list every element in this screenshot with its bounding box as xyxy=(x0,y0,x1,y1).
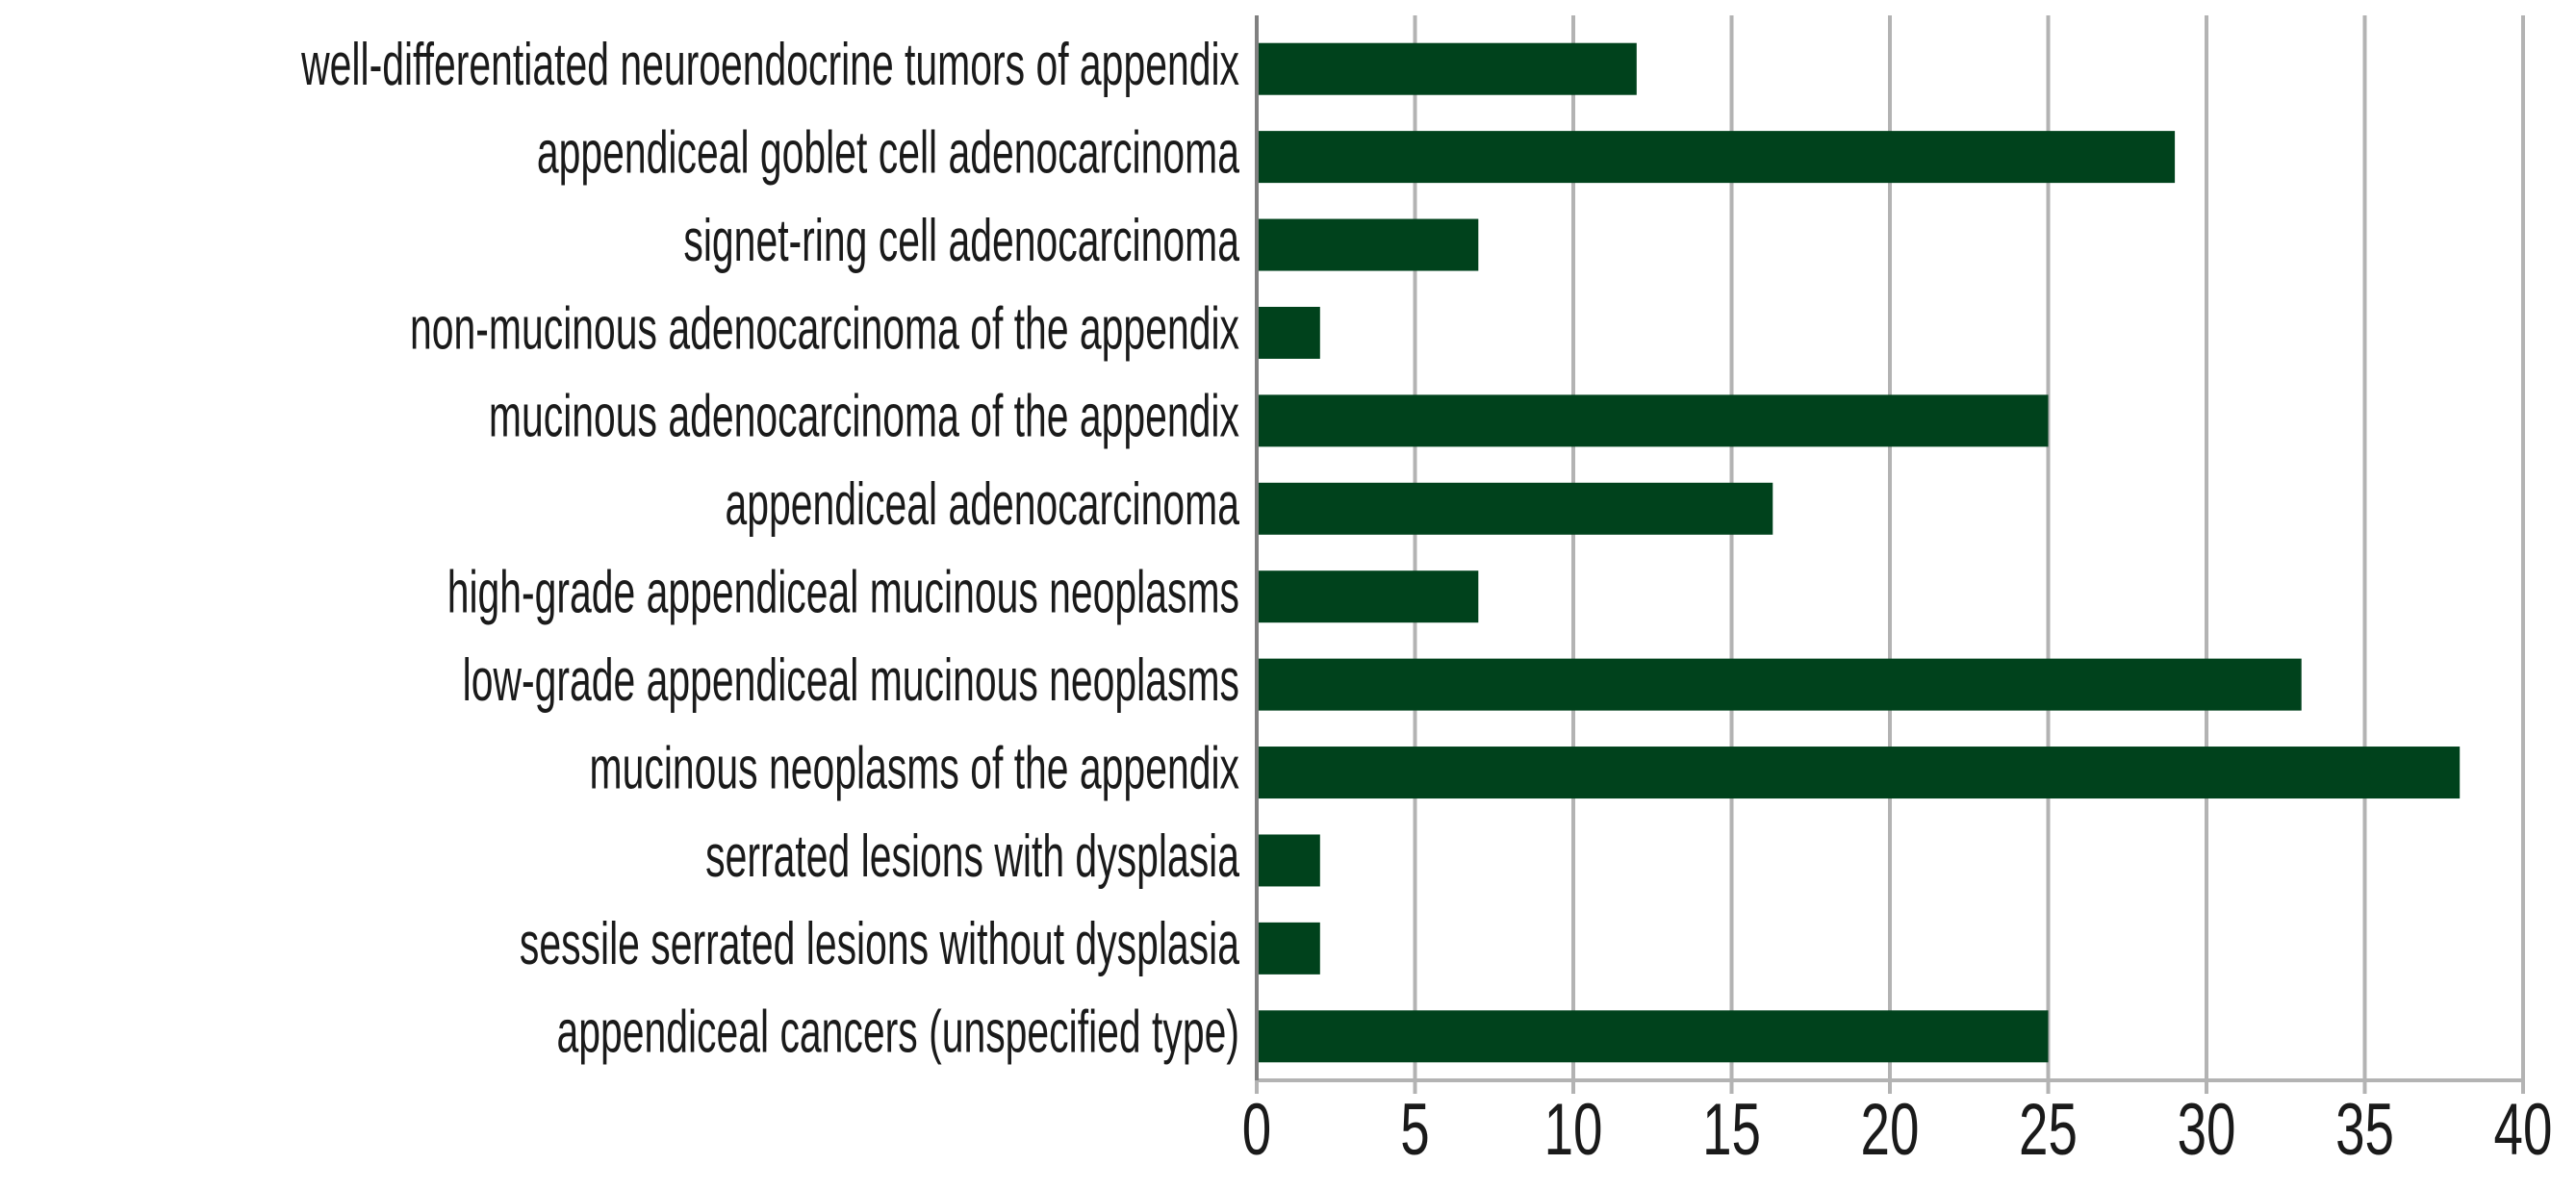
bar xyxy=(1257,1010,2049,1063)
bar xyxy=(1257,218,1479,271)
y-tick-label: appendiceal goblet cell adenocarcinoma xyxy=(537,119,1240,187)
bar xyxy=(1257,658,2302,711)
x-tick-label: 20 xyxy=(1861,1089,1920,1171)
y-tick-label: high-grade appendiceal mucinous neoplasm… xyxy=(447,559,1239,626)
bar xyxy=(1257,834,1320,887)
y-tick-label: appendiceal adenocarcinoma xyxy=(726,471,1240,539)
y-tick-label: non-mucinous adenocarcinoma of the appen… xyxy=(410,295,1239,363)
x-tick-label: 5 xyxy=(1400,1089,1429,1171)
x-tick-label: 15 xyxy=(1702,1089,1761,1171)
x-tick-label: 40 xyxy=(2494,1089,2553,1171)
y-tick-label: sessile serrated lesions without dysplas… xyxy=(520,911,1240,978)
bar xyxy=(1257,747,2461,799)
bar xyxy=(1257,306,1320,359)
bar xyxy=(1257,482,1773,535)
bar xyxy=(1257,394,2049,447)
y-tick-label: well-differentiated neuroendocrine tumor… xyxy=(300,32,1239,99)
bar xyxy=(1257,570,1479,623)
bar xyxy=(1257,42,1637,95)
y-tick-label: mucinous neoplasms of the appendix xyxy=(590,735,1239,802)
y-tick-label: mucinous adenocarcinoma of the appendix xyxy=(489,383,1239,450)
x-tick-label: 35 xyxy=(2335,1089,2394,1171)
y-tick-label: signet-ring cell adenocarcinoma xyxy=(683,207,1239,274)
y-tick-label: appendiceal cancers (unspecified type) xyxy=(556,999,1239,1066)
x-tick-label: 25 xyxy=(2019,1089,2078,1171)
x-tick-label: 0 xyxy=(1242,1089,1271,1171)
y-tick-label: low-grade appendiceal mucinous neoplasms xyxy=(463,647,1239,715)
y-tick-label: serrated lesions with dysplasia xyxy=(705,823,1239,890)
bar xyxy=(1257,922,1320,975)
x-tick-label: 30 xyxy=(2178,1089,2236,1171)
bar xyxy=(1257,131,2176,184)
x-tick-label: 10 xyxy=(1544,1089,1603,1171)
